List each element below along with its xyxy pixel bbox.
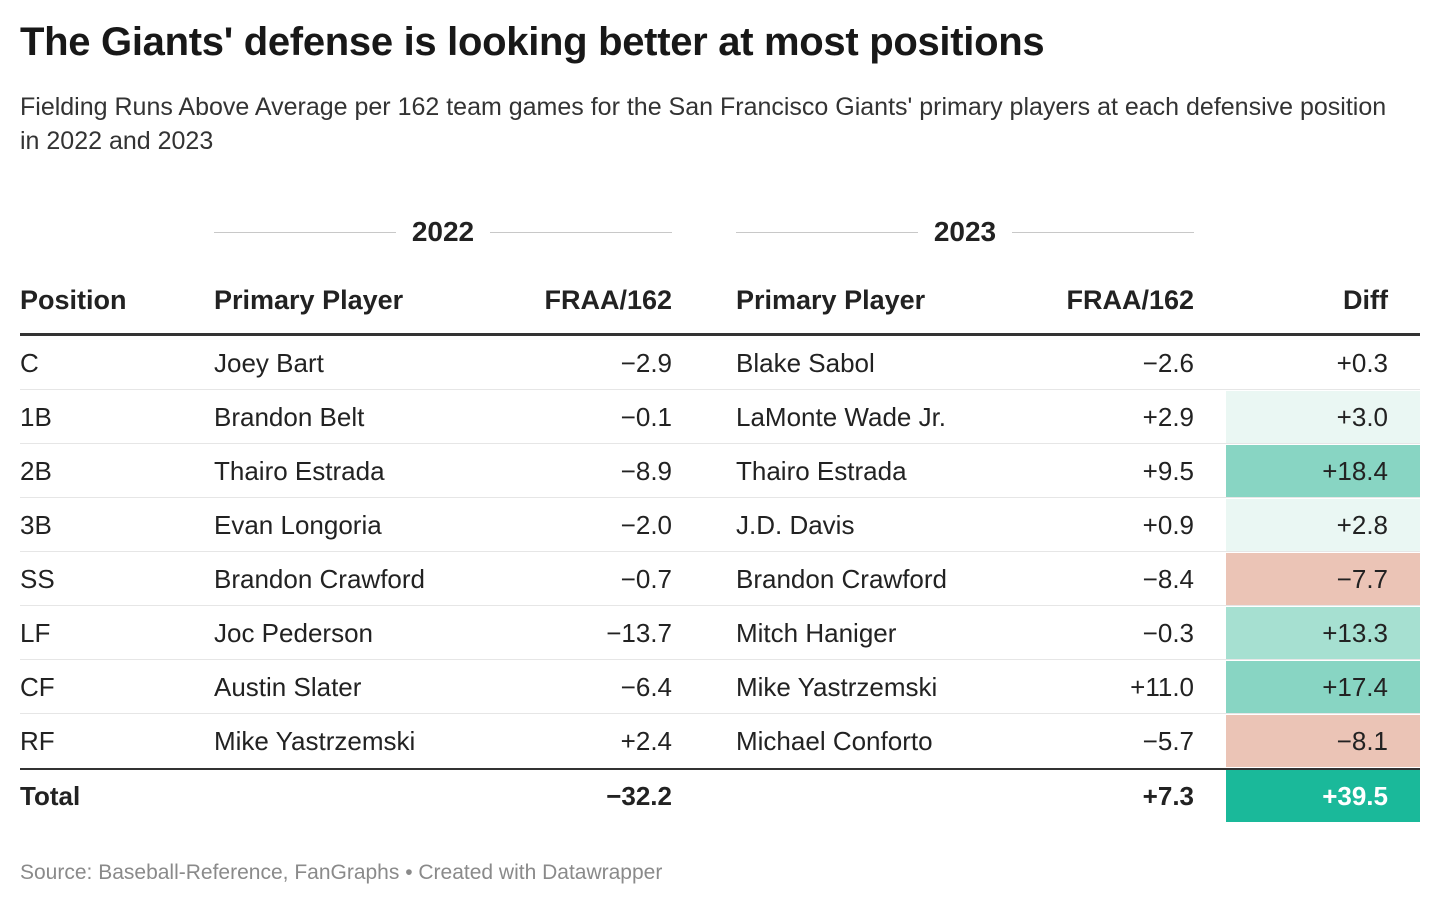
cell-fraa-2022: −2.0: [620, 510, 672, 540]
cell-position: C: [20, 348, 39, 378]
cell-player-2022: Thairo Estrada: [214, 456, 385, 486]
cell-position: CF: [20, 672, 55, 702]
row-separator: [20, 659, 1420, 660]
column-header-fraa-2023: FRAA/162: [1066, 285, 1194, 315]
table-row: C Joey Bart −2.9 Blake Sabol −2.6 +0.3: [0, 336, 1440, 390]
row-separator: [20, 605, 1420, 606]
cell-position: RF: [20, 726, 55, 756]
header-rule: [20, 333, 1420, 336]
cell-diff: +17.4: [1322, 672, 1388, 702]
diff-background: [1226, 715, 1420, 767]
cell-fraa-2023: −0.3: [1142, 618, 1194, 648]
group-label-text: 2022: [395, 216, 491, 247]
total-diff: +39.5: [1322, 781, 1388, 811]
column-header-player-2023: Primary Player: [736, 285, 926, 315]
cell-position: 3B: [20, 510, 52, 540]
row-separator: [20, 497, 1420, 498]
column-header-fraa-2022: FRAA/162: [544, 285, 672, 315]
chart-subtitle: Fielding Runs Above Average per 162 team…: [20, 93, 1387, 155]
cell-fraa-2023: +11.0: [1130, 672, 1194, 702]
cell-player-2023: Brandon Crawford: [736, 564, 947, 594]
cell-player-2022: Joey Bart: [214, 348, 324, 378]
cell-player-2022: Mike Yastrzemski: [214, 726, 416, 756]
total-row: Total −32.2 +7.3 +39.5: [0, 770, 1440, 822]
table-row: SS Brandon Crawford −0.7 Brandon Crawford −8…: [0, 552, 1440, 606]
column-header-position: Position: [20, 285, 127, 315]
cell-fraa-2022: −6.4: [620, 672, 672, 702]
cell-player-2022: Joc Pederson: [214, 618, 373, 648]
row-separator: [20, 389, 1420, 390]
column-header-player-2022: Primary Player: [214, 285, 404, 315]
table-row: RF Mike Yastrzemski +2.4 Michael Conforto −5…: [0, 714, 1440, 768]
diff-background: [1226, 499, 1420, 551]
cell-diff: +3.0: [1336, 402, 1388, 432]
cell-diff: −8.1: [1336, 726, 1388, 756]
cell-position: 1B: [20, 402, 52, 432]
total-label: Total: [20, 781, 81, 811]
cell-fraa-2022: −0.1: [620, 402, 672, 432]
total-fraa-2023: +7.3: [1142, 781, 1194, 811]
cell-player-2023: LaMonte Wade Jr.: [736, 402, 947, 432]
column-header-diff: Diff: [1343, 285, 1388, 315]
cell-position: 2B: [20, 456, 52, 486]
chart-footer: Source: Baseball-Reference, FanGraphs • …: [20, 861, 663, 884]
row-separator: [20, 551, 1420, 552]
diff-background: [1226, 661, 1420, 713]
cell-fraa-2022: −13.7: [606, 618, 672, 648]
table-row: CF Austin Slater −6.4 Mike Yastrzemski +11.0…: [0, 660, 1440, 714]
cell-fraa-2023: −5.7: [1142, 726, 1194, 756]
cell-fraa-2022: −8.9: [620, 456, 672, 486]
chart-title: The Giants' defense is looking better at…: [20, 20, 1045, 64]
cell-player-2023: Thairo Estrada: [736, 456, 907, 486]
cell-fraa-2023: −2.6: [1142, 348, 1194, 378]
cell-player-2023: Blake Sabol: [736, 348, 875, 378]
cell-diff: +18.4: [1322, 456, 1388, 486]
cell-fraa-2023: +2.9: [1142, 402, 1194, 432]
cell-player-2023: Mitch Haniger: [736, 618, 897, 648]
group-label-text: 2023: [917, 216, 1013, 247]
diff-background: [1226, 391, 1420, 443]
cell-diff: +13.3: [1322, 618, 1388, 648]
cell-position: LF: [20, 618, 51, 648]
group-label: 2022: [214, 214, 672, 250]
cell-fraa-2022: −2.9: [620, 348, 672, 378]
cell-player-2022: Evan Longoria: [214, 510, 382, 540]
row-separator: [20, 713, 1420, 714]
cell-player-2023: Mike Yastrzemski: [736, 672, 938, 702]
group-header-2022: 2022: [214, 214, 672, 250]
cell-player-2022: Brandon Belt: [214, 402, 365, 432]
group-header-2023: 2023: [736, 214, 1194, 250]
cell-fraa-2022: −0.7: [620, 564, 672, 594]
total-fraa-2022: −32.2: [606, 781, 672, 811]
cell-fraa-2023: +0.9: [1142, 510, 1194, 540]
group-label: 2023: [736, 214, 1194, 250]
cell-fraa-2023: +9.5: [1142, 456, 1194, 486]
cell-player-2022: Brandon Crawford: [214, 564, 425, 594]
cell-player-2022: Austin Slater: [214, 672, 362, 702]
diff-background: [1226, 607, 1420, 659]
cell-fraa-2023: −8.4: [1142, 564, 1194, 594]
total-diff-background: [1226, 770, 1420, 822]
table-row: 2B Thairo Estrada −8.9 Thairo Estrada +9.5 +1…: [0, 444, 1440, 498]
cell-player-2023: J.D. Davis: [736, 510, 855, 540]
cell-diff: +0.3: [1336, 348, 1388, 378]
cell-fraa-2022: +2.4: [620, 726, 672, 756]
cell-position: SS: [20, 564, 55, 594]
cell-diff: −7.7: [1336, 564, 1388, 594]
table-row: LF Joc Pederson −13.7 Mitch Haniger −0.3 +13.…: [0, 606, 1440, 660]
diff-background: [1226, 445, 1420, 497]
table-row: 1B Brandon Belt −0.1 LaMonte Wade Jr. +2.9 +3…: [0, 390, 1440, 444]
row-separator: [20, 443, 1420, 444]
cell-diff: +2.8: [1336, 510, 1388, 540]
cell-player-2023: Michael Conforto: [736, 726, 933, 756]
diff-background: [1226, 553, 1420, 605]
table-row: 3B Evan Longoria −2.0 J.D. Davis +0.9 +2.8: [0, 498, 1440, 552]
total-rule: [20, 768, 1420, 770]
